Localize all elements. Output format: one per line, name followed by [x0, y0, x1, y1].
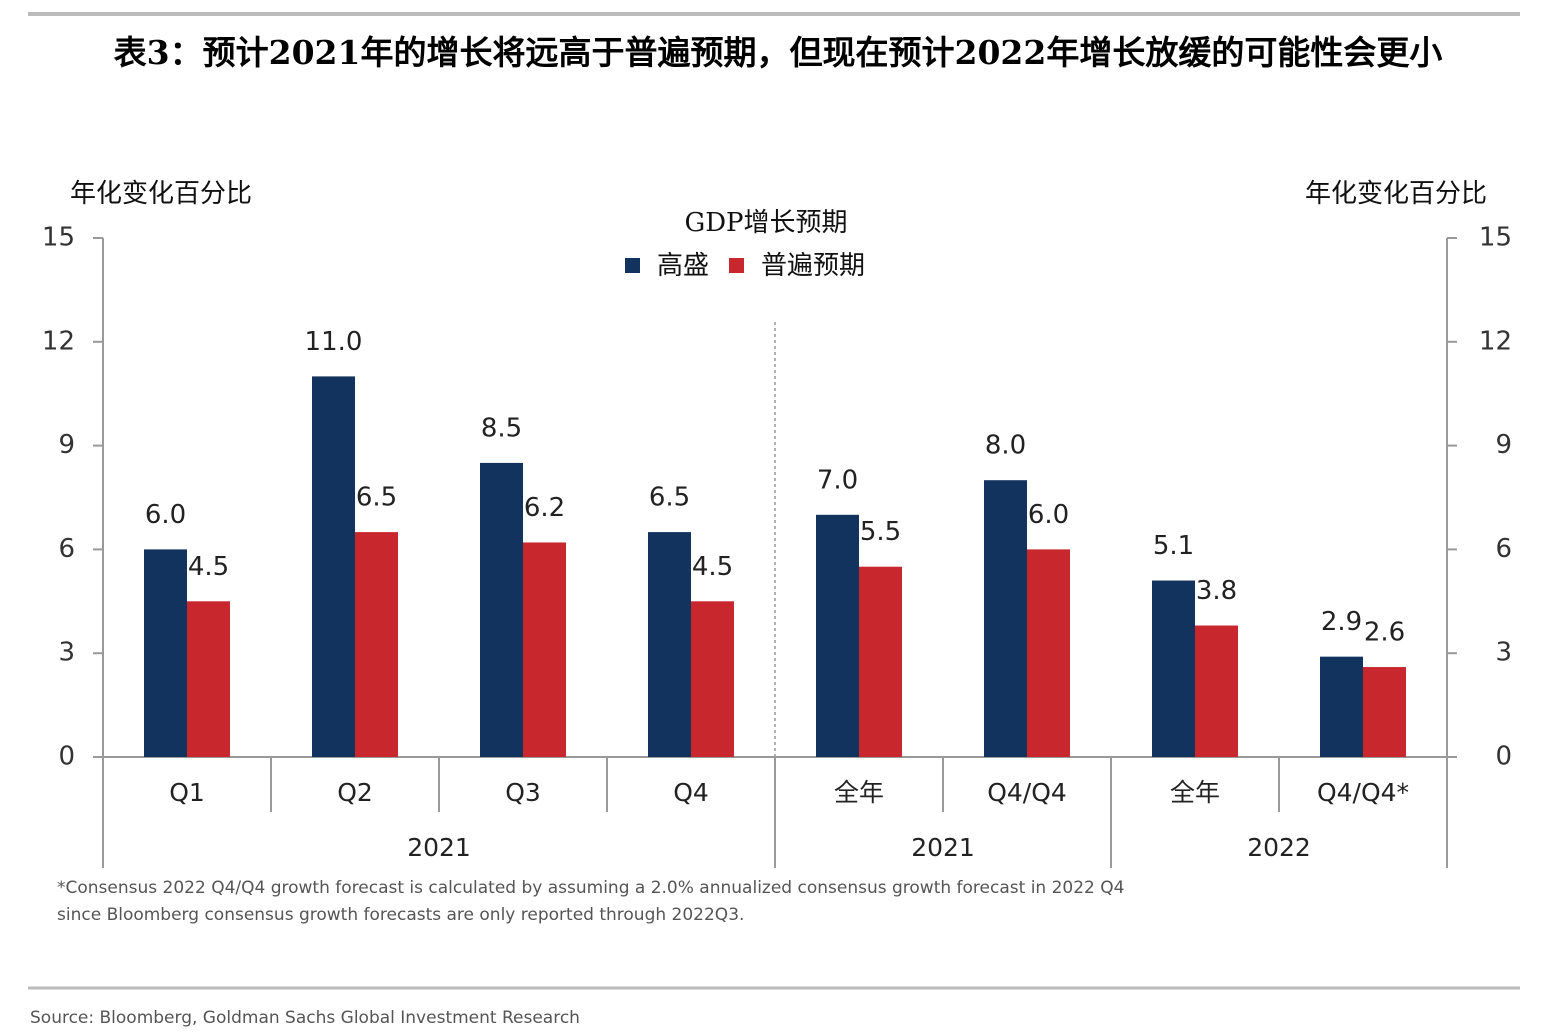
y2-tick-label: 0 [1495, 742, 1512, 772]
bar [1027, 549, 1070, 757]
value-label: 6.0 [145, 500, 186, 530]
y-tick-label: 12 [42, 326, 75, 356]
x-tick-label: 全年 [834, 778, 884, 807]
legend-swatch [729, 258, 745, 273]
value-label: 2.9 [1321, 607, 1362, 637]
value-label: 5.1 [1153, 531, 1194, 561]
legend-title: GDP增长预期 [684, 208, 847, 238]
bar [1363, 667, 1406, 757]
footnote: *Consensus 2022 Q4/Q4 growth forecast is… [57, 878, 1124, 898]
legend-label: 普遍预期 [761, 251, 865, 281]
value-label: 5.5 [860, 517, 901, 547]
y-tick-label: 6 [58, 534, 75, 564]
bar [648, 532, 691, 757]
source: Source: Bloomberg, Goldman Sachs Global … [30, 1008, 580, 1028]
bar [144, 549, 187, 757]
value-label: 8.0 [985, 431, 1026, 461]
value-label: 4.5 [692, 552, 733, 582]
footnote: since Bloomberg consensus growth forecas… [57, 905, 744, 925]
x-tick-label: Q4/Q4 [987, 778, 1067, 807]
y2-tick-label: 12 [1479, 326, 1512, 356]
value-label: 2.6 [1364, 618, 1405, 648]
bar [816, 514, 859, 757]
y2-tick-label: 3 [1495, 638, 1512, 668]
bar [355, 532, 398, 757]
bar [523, 542, 566, 757]
group-label: 2021 [911, 833, 975, 862]
bar [1195, 625, 1238, 757]
y2-tick-label: 6 [1495, 534, 1512, 564]
value-label: 6.2 [524, 493, 565, 523]
y2-axis-label: 年化变化百分比 [1305, 179, 1487, 209]
x-tick-label: Q4 [673, 778, 709, 807]
bar [984, 480, 1027, 757]
value-label: 11.0 [305, 327, 363, 357]
x-tick-label: Q2 [337, 778, 373, 807]
x-tick-label: 全年 [1170, 778, 1220, 807]
y-tick-label: 3 [58, 638, 75, 668]
group-label: 2022 [1247, 833, 1311, 862]
x-tick-label: Q1 [169, 778, 205, 807]
legend-label: 高盛 [657, 251, 709, 281]
chart-title: 表3：预计2021年的增长将远高于普遍预期，但现在预计2022年增长放缓的可能性… [114, 33, 1443, 72]
y-tick-label: 15 [42, 223, 75, 253]
value-label: 3.8 [1196, 576, 1237, 606]
x-tick-label: Q4/Q4* [1317, 778, 1409, 807]
y2-tick-label: 15 [1479, 223, 1512, 253]
x-tick-label: Q3 [505, 778, 541, 807]
value-label: 6.5 [649, 483, 690, 513]
y2-tick-label: 9 [1495, 430, 1512, 460]
bar [859, 566, 902, 757]
bar [480, 462, 523, 757]
y-tick-label: 0 [58, 742, 75, 772]
bar [691, 601, 734, 757]
value-label: 4.5 [188, 552, 229, 582]
y-tick-label: 9 [58, 430, 75, 460]
value-label: 6.5 [356, 483, 397, 513]
legend-swatch [625, 258, 640, 273]
value-label: 8.5 [481, 413, 522, 443]
bar [1152, 580, 1195, 757]
bar [312, 376, 355, 757]
y-axis-label: 年化变化百分比 [70, 179, 252, 209]
bar [1320, 656, 1363, 757]
bar [187, 601, 230, 757]
value-label: 7.0 [817, 465, 858, 495]
value-label: 6.0 [1028, 500, 1069, 530]
group-label: 2021 [407, 833, 471, 862]
